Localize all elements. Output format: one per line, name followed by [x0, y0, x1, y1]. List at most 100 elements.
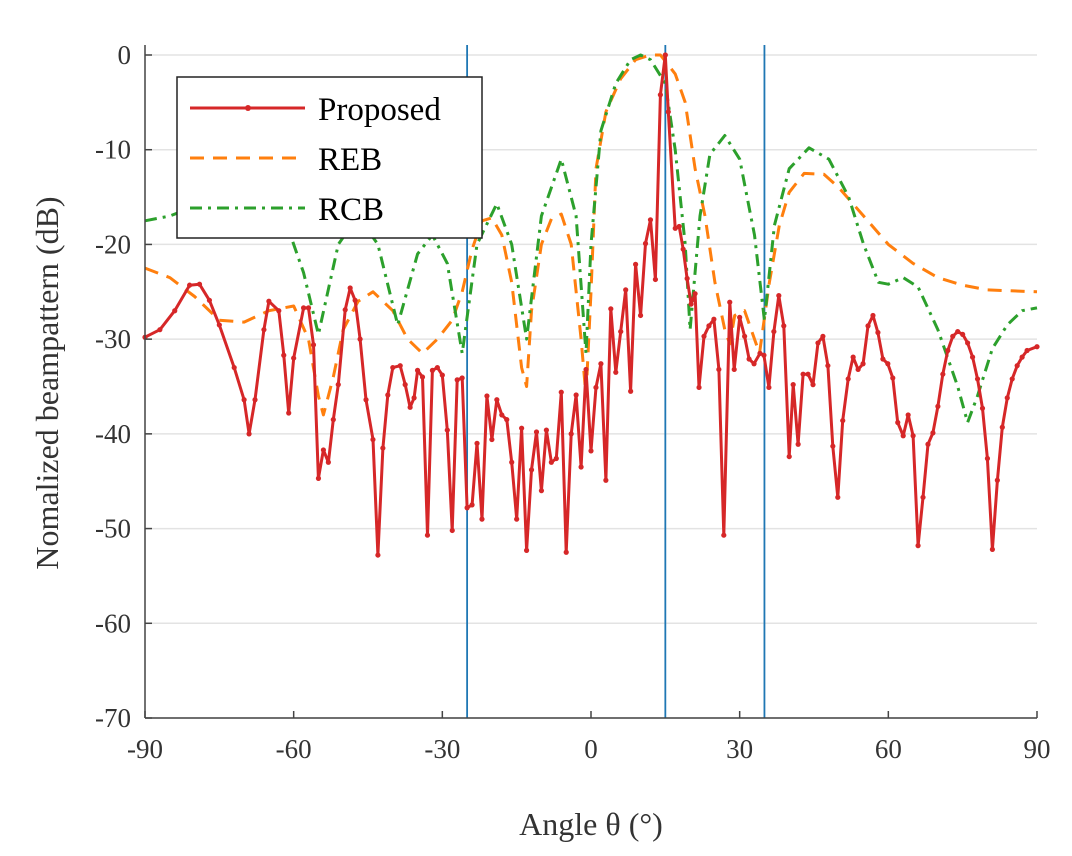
- data-point: [310, 342, 317, 348]
- data-point: [940, 371, 946, 377]
- data-point: [588, 448, 594, 454]
- data-point: [642, 240, 649, 247]
- tick-labels: 0 -10 -20 -30 -40 -50 -60 -70-90 -60 -30 0 30 60 90: [95, 40, 1051, 764]
- data-point: [499, 412, 505, 418]
- x-tick-label: -60: [276, 734, 312, 764]
- data-point: [855, 366, 861, 373]
- data-point: [701, 333, 707, 339]
- data-point: [187, 282, 193, 288]
- data-point: [613, 369, 619, 375]
- data-point: [910, 433, 916, 439]
- x-axis-label: Angle θ (°): [519, 806, 663, 842]
- data-point: [805, 371, 811, 377]
- data-point: [716, 366, 722, 373]
- data-point: [583, 366, 589, 373]
- data-point: [746, 356, 752, 362]
- data-point: [276, 308, 282, 314]
- data-point: [771, 328, 777, 335]
- series-group: [142, 52, 1040, 558]
- data-point: [950, 333, 956, 339]
- data-point: [286, 410, 292, 416]
- data-point: [603, 477, 609, 483]
- data-point: [474, 440, 480, 446]
- legend-label: Proposed: [318, 92, 441, 128]
- x-tick-label: -90: [127, 734, 163, 764]
- data-point: [411, 395, 417, 401]
- x-tick-label: 0: [584, 734, 598, 764]
- data-point: [375, 552, 381, 558]
- data-point: [895, 419, 901, 426]
- y-tick-label: -40: [95, 419, 131, 449]
- x-tick-label: 90: [1024, 734, 1051, 764]
- data-point: [795, 441, 801, 447]
- data-point: [810, 382, 816, 388]
- data-point: [246, 431, 252, 437]
- data-point: [840, 417, 846, 424]
- data-point: [573, 392, 579, 398]
- x-tick-label: 60: [875, 734, 902, 764]
- data-point: [781, 323, 787, 329]
- data-point: [407, 404, 413, 410]
- data-point: [696, 384, 702, 391]
- data-point: [786, 453, 792, 460]
- data-point: [444, 427, 450, 433]
- data-point: [216, 322, 222, 328]
- data-point: [623, 287, 629, 293]
- x-tick-label: -30: [424, 734, 460, 764]
- data-point: [692, 291, 698, 297]
- data-point: [761, 352, 767, 358]
- data-point: [489, 436, 495, 443]
- data-point: [206, 297, 213, 303]
- data-point: [637, 312, 644, 319]
- data-point: [454, 377, 460, 383]
- data-point: [737, 314, 743, 320]
- data-point: [633, 261, 639, 267]
- data-point: [325, 459, 331, 465]
- y-axis-label: Nomalized beampattern (dB): [29, 196, 65, 569]
- data-point: [955, 328, 961, 335]
- data-point: [281, 352, 287, 358]
- data-point: [925, 441, 931, 447]
- data-point: [825, 363, 831, 369]
- data-point: [494, 397, 500, 403]
- data-point: [538, 488, 545, 494]
- data-point: [414, 367, 421, 373]
- legend-label: REB: [318, 142, 382, 178]
- data-point: [402, 382, 408, 388]
- data-point: [652, 276, 659, 283]
- data-point: [742, 333, 748, 339]
- data-point: [662, 52, 668, 58]
- data-point: [241, 397, 247, 403]
- data-point: [751, 361, 757, 367]
- data-point: [1019, 354, 1025, 360]
- data-point: [519, 425, 525, 431]
- data-point: [578, 464, 584, 470]
- axes: [144, 45, 1038, 719]
- data-point: [300, 305, 307, 311]
- data-point: [553, 455, 559, 462]
- y-tick-label: -20: [95, 229, 131, 259]
- data-point: [815, 340, 821, 346]
- data-point: [965, 340, 971, 346]
- data-point: [484, 393, 490, 399]
- data-point: [347, 285, 353, 291]
- data-point: [680, 246, 686, 252]
- data-point: [357, 336, 363, 342]
- data-point: [870, 312, 876, 319]
- legend-box: [176, 76, 483, 239]
- data-point: [672, 225, 678, 231]
- y-tick-label: -10: [95, 135, 131, 165]
- data-point: [974, 376, 981, 382]
- data-point: [548, 459, 554, 465]
- data-point: [935, 403, 941, 409]
- data-point: [231, 364, 237, 371]
- data-point: [439, 372, 445, 378]
- data-point: [363, 397, 369, 403]
- y-tick-label: -60: [95, 608, 131, 638]
- data-point: [1034, 344, 1040, 350]
- data-point: [504, 417, 510, 423]
- data-point: [514, 516, 520, 522]
- data-point: [608, 306, 614, 312]
- data-point: [593, 384, 599, 391]
- data-point: [766, 384, 772, 391]
